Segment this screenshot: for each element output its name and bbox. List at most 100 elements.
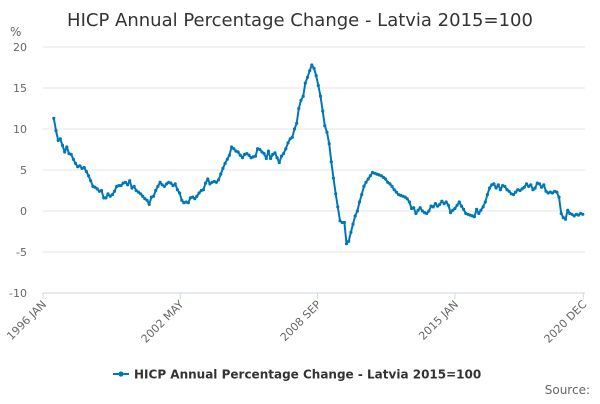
data-point[interactable] <box>136 190 140 194</box>
data-point[interactable] <box>301 94 305 98</box>
data-point[interactable] <box>342 220 346 225</box>
data-point[interactable] <box>533 186 537 190</box>
data-point[interactable] <box>130 186 134 190</box>
data-point[interactable] <box>416 208 420 212</box>
data-point[interactable] <box>69 152 73 156</box>
data-point[interactable] <box>84 170 88 174</box>
data-point[interactable] <box>232 147 236 151</box>
data-point[interactable] <box>481 205 485 209</box>
data-point[interactable] <box>412 206 416 210</box>
data-point[interactable] <box>488 186 492 190</box>
data-point[interactable] <box>65 145 69 149</box>
data-point[interactable] <box>581 212 585 216</box>
data-point[interactable] <box>58 137 62 141</box>
data-point[interactable] <box>477 211 481 216</box>
data-point[interactable] <box>559 211 563 216</box>
data-point[interactable] <box>522 185 526 189</box>
data-point[interactable] <box>290 135 294 139</box>
data-point[interactable] <box>245 152 249 156</box>
data-point[interactable] <box>52 116 56 120</box>
data-point[interactable] <box>576 213 581 217</box>
data-point[interactable] <box>566 208 570 212</box>
data-point[interactable] <box>327 142 331 146</box>
data-point[interactable] <box>284 147 288 151</box>
data-point[interactable] <box>379 174 383 178</box>
data-point[interactable] <box>217 178 221 182</box>
data-point[interactable] <box>498 188 502 192</box>
data-point[interactable] <box>273 151 277 155</box>
data-point[interactable] <box>557 195 561 199</box>
data-point[interactable] <box>230 145 234 149</box>
data-point[interactable] <box>420 209 424 213</box>
data-point[interactable] <box>485 193 489 197</box>
data-point[interactable] <box>492 182 496 186</box>
data-point[interactable] <box>366 177 370 181</box>
data-point[interactable] <box>425 211 429 216</box>
data-point[interactable] <box>106 192 110 196</box>
data-point[interactable] <box>338 219 342 223</box>
data-point[interactable] <box>299 98 303 102</box>
data-point[interactable] <box>540 185 544 189</box>
data-point[interactable] <box>262 152 266 156</box>
data-point[interactable] <box>201 188 205 192</box>
data-point[interactable] <box>145 198 149 202</box>
data-point[interactable] <box>60 143 65 147</box>
data-point[interactable] <box>312 66 316 70</box>
data-point[interactable] <box>318 94 323 98</box>
data-point[interactable] <box>336 205 340 209</box>
data-point[interactable] <box>511 193 516 197</box>
data-point[interactable] <box>99 188 104 193</box>
data-point[interactable] <box>520 187 524 191</box>
data-point[interactable] <box>390 184 394 188</box>
data-point[interactable] <box>126 183 130 187</box>
data-point[interactable] <box>321 109 325 113</box>
data-point[interactable] <box>223 161 227 165</box>
data-point[interactable] <box>141 194 145 198</box>
data-point[interactable] <box>73 161 78 165</box>
data-point[interactable] <box>221 166 225 170</box>
data-point[interactable] <box>542 183 546 187</box>
data-point[interactable] <box>407 200 411 204</box>
data-point[interactable] <box>351 222 355 226</box>
data-point[interactable] <box>193 197 197 201</box>
data-point[interactable] <box>527 184 531 188</box>
data-point[interactable] <box>483 200 487 204</box>
data-point[interactable] <box>93 185 97 189</box>
data-point[interactable] <box>440 199 444 203</box>
data-point[interactable] <box>496 183 500 187</box>
data-point[interactable] <box>433 202 437 206</box>
data-point[interactable] <box>134 188 138 193</box>
data-point[interactable] <box>258 147 262 152</box>
data-point[interactable] <box>282 152 286 156</box>
data-point[interactable] <box>178 191 182 195</box>
data-point[interactable] <box>364 180 368 184</box>
data-point[interactable] <box>240 156 245 160</box>
data-point[interactable] <box>418 206 422 210</box>
data-point[interactable] <box>147 202 151 206</box>
data-point[interactable] <box>462 207 466 211</box>
data-point[interactable] <box>238 153 242 157</box>
data-point[interactable] <box>154 188 158 193</box>
data-point[interactable] <box>275 156 279 160</box>
data-point[interactable] <box>253 154 258 158</box>
data-point[interactable] <box>444 200 448 204</box>
data-point[interactable] <box>86 174 91 178</box>
data-point[interactable] <box>388 182 392 186</box>
data-point[interactable] <box>132 184 136 188</box>
data-point[interactable] <box>344 242 349 246</box>
data-point[interactable] <box>128 179 132 183</box>
data-point[interactable] <box>266 149 271 153</box>
data-point[interactable] <box>63 150 67 154</box>
data-point[interactable] <box>563 217 568 221</box>
data-point[interactable] <box>180 198 184 202</box>
data-point[interactable] <box>303 81 307 85</box>
data-point[interactable] <box>349 230 353 234</box>
data-point[interactable] <box>214 180 218 184</box>
data-point[interactable] <box>453 206 457 211</box>
data-point[interactable] <box>331 176 336 180</box>
data-point[interactable] <box>191 195 195 199</box>
data-point[interactable] <box>158 180 162 184</box>
legend[interactable]: HICP Annual Percentage Change - Latvia 2… <box>113 368 481 382</box>
data-point[interactable] <box>455 203 459 207</box>
data-point[interactable] <box>362 184 366 188</box>
